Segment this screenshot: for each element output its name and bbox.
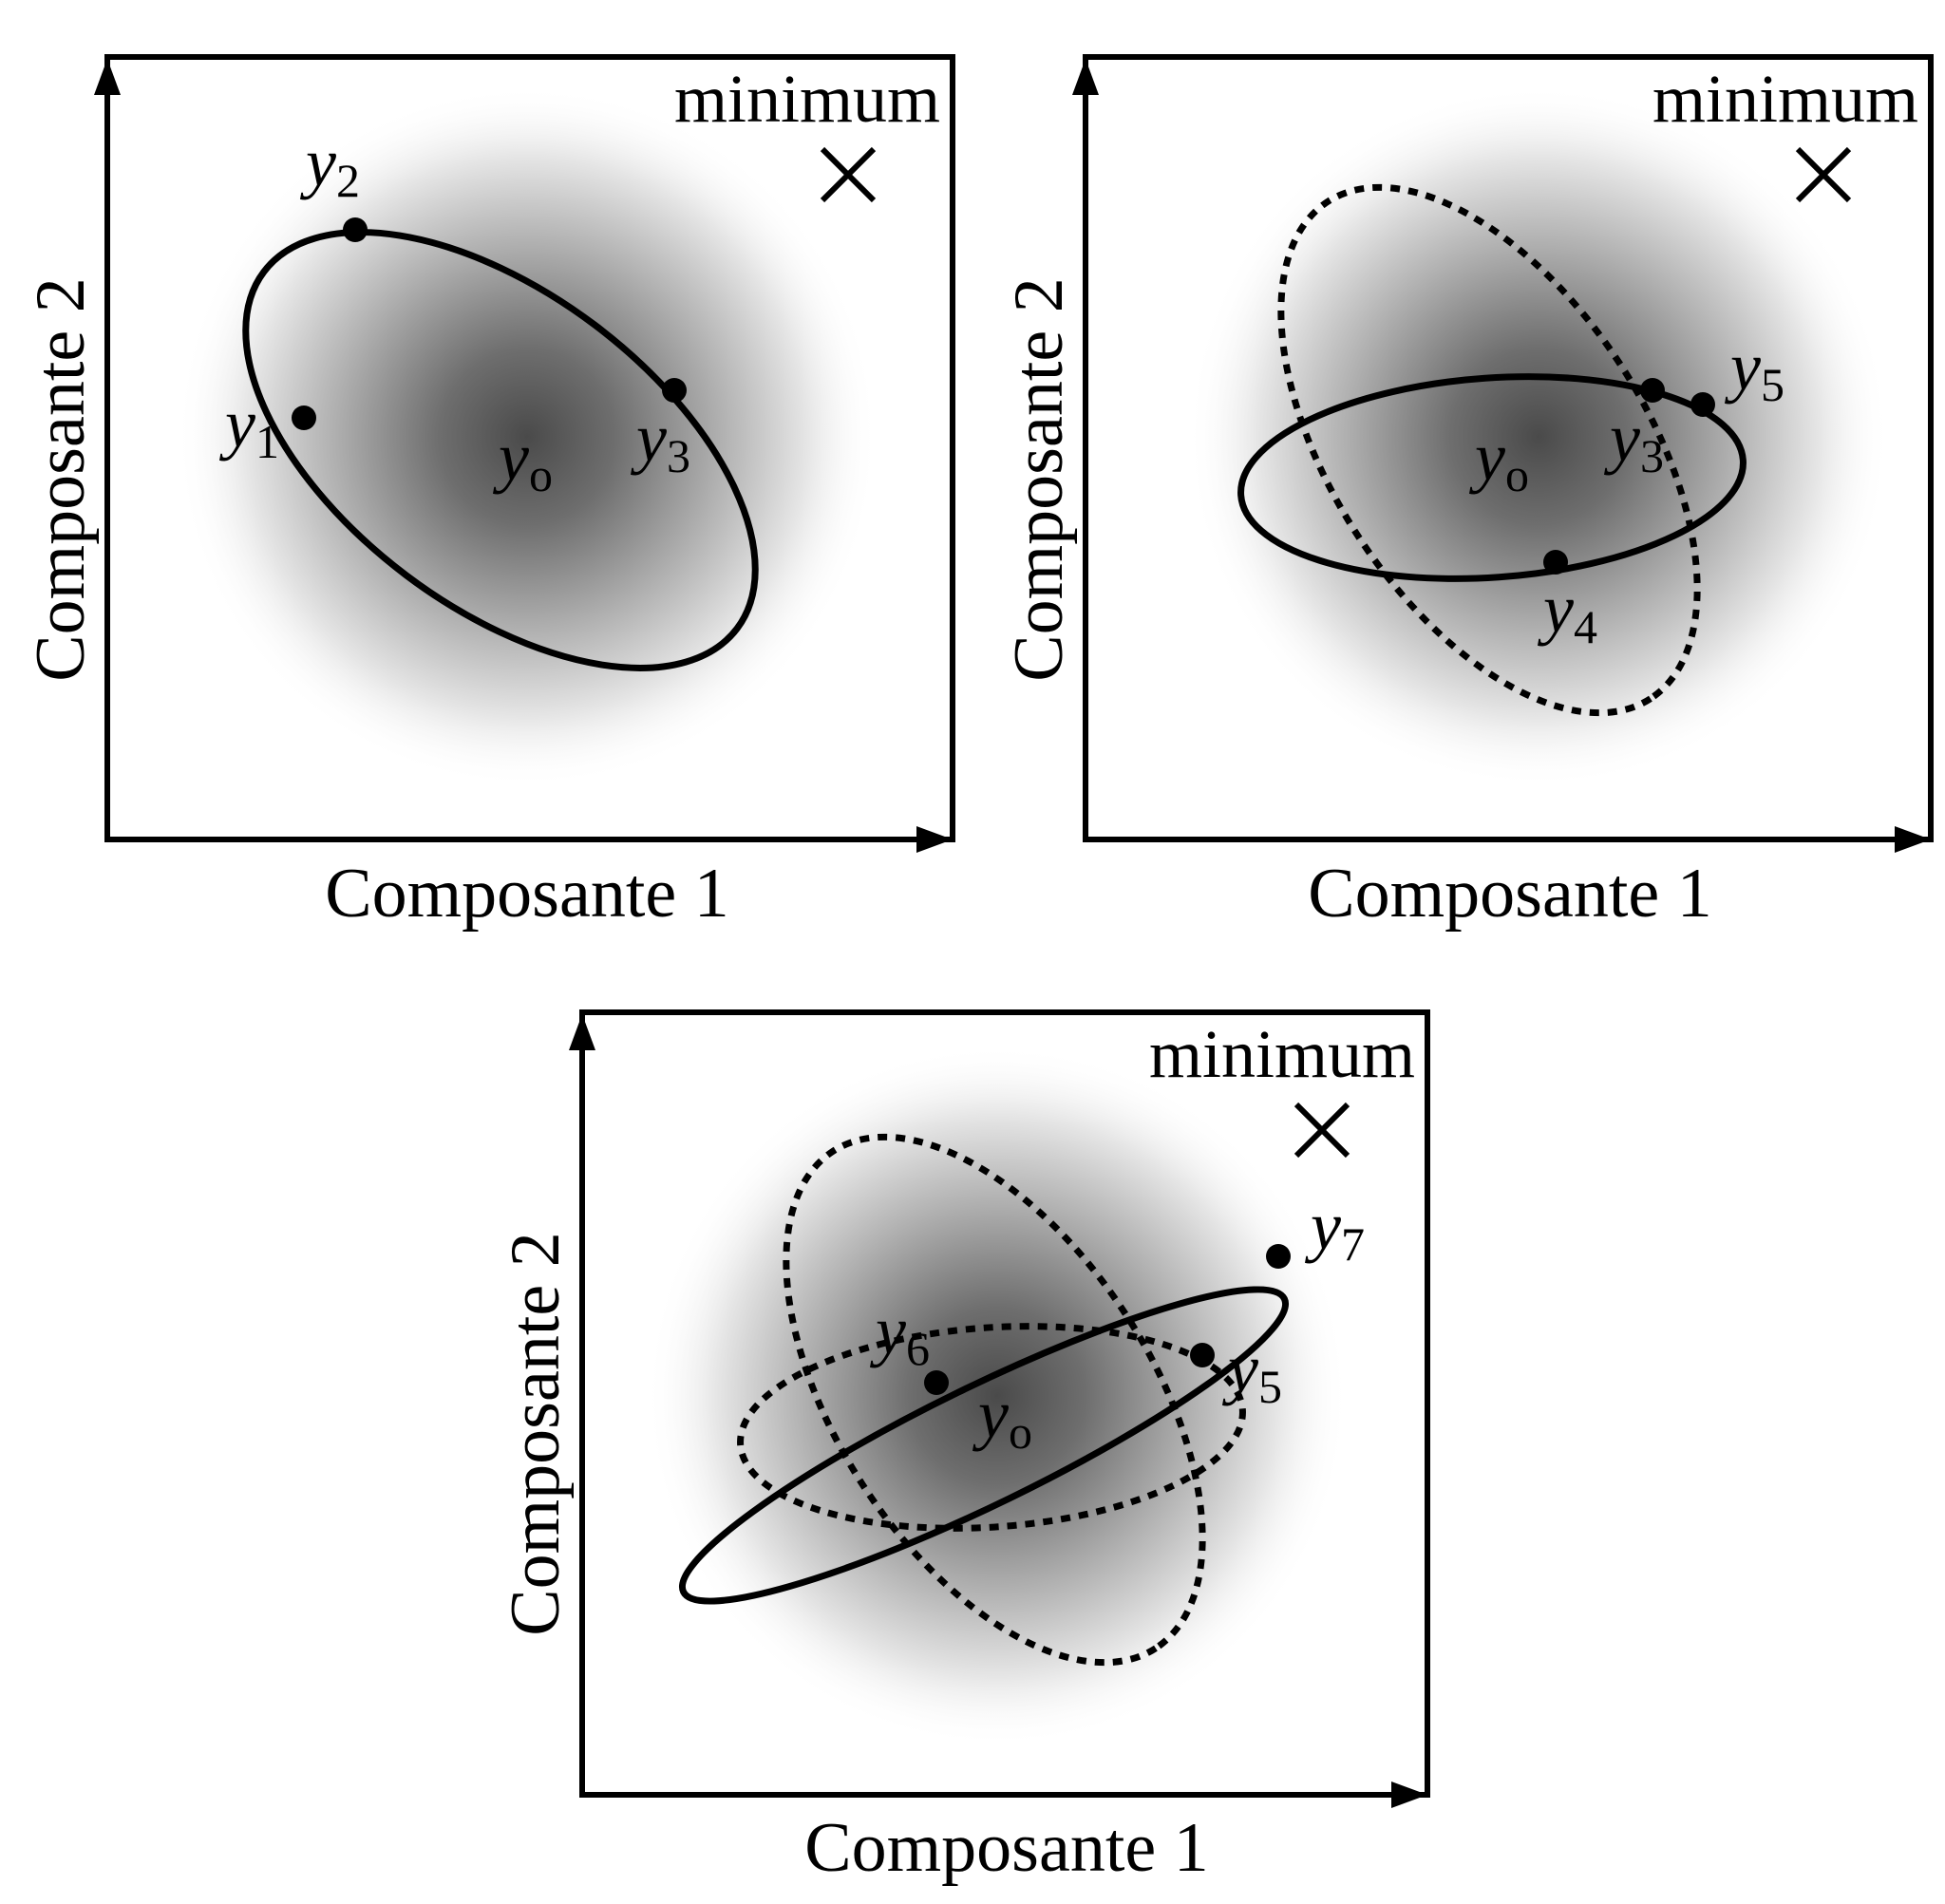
x-axis-arrow (1391, 1781, 1427, 1808)
label-y3: y3 (1603, 400, 1664, 482)
minimum-label: minimum (674, 61, 940, 137)
sample-point-y4 (1543, 550, 1568, 575)
previous-search-ellipse (737, 1323, 1246, 1532)
minimum-marker (1294, 1102, 1350, 1159)
sample-point-y2 (343, 217, 368, 242)
search-ellipse (1237, 373, 1747, 582)
search-ellipse (242, 229, 759, 671)
label-y5: y5 (1221, 1330, 1282, 1413)
label-y3: y3 (630, 400, 690, 482)
sample-point-y5 (1690, 392, 1715, 417)
density-blob (176, 85, 878, 788)
label-center: yo (1468, 419, 1529, 501)
label-y5: y5 (1724, 329, 1784, 411)
panel-1: minimum y1 y2 y3 yo Composante 1 Composa… (22, 54, 955, 933)
label-y2: y2 (299, 124, 360, 207)
label-center: yo (492, 419, 553, 501)
y-axis-arrow (1072, 59, 1099, 95)
density-blob (1187, 85, 1890, 788)
minimum-label: minimum (1149, 1016, 1415, 1092)
sample-point-y3 (1640, 378, 1665, 403)
previous-search-ellipse (1277, 183, 1701, 717)
sample-point-y6 (924, 1370, 949, 1395)
x-axis-title: Composante 1 (325, 855, 728, 933)
minimum-marker (820, 146, 877, 203)
y-axis-title: Composante 2 (22, 277, 100, 681)
minimum-marker (1795, 146, 1852, 203)
x-axis-title: Composante 1 (804, 1809, 1208, 1887)
minimum-label: minimum (1652, 61, 1918, 137)
density-blob (646, 1045, 1349, 1747)
y-axis-arrow (569, 1014, 595, 1050)
y-axis-title: Composante 2 (1000, 277, 1078, 681)
sample-point-y7 (1266, 1244, 1291, 1269)
sample-point-y3 (662, 378, 687, 403)
panel-2: minimum y3 y5 y4 yo Composante 1 Composa… (1000, 54, 1934, 933)
x-axis-arrow (1895, 826, 1931, 853)
y-axis-arrow (94, 59, 121, 95)
previous-search-ellipse (783, 1133, 1206, 1667)
panel-3: minimum y7 y6 y5 yo Composante 1 Composa… (497, 1009, 1430, 1887)
label-y7: y7 (1304, 1188, 1365, 1271)
label-y1: y1 (218, 386, 279, 468)
label-y6: y6 (869, 1292, 930, 1375)
y-axis-title: Composante 2 (497, 1232, 575, 1635)
sample-point-y5 (1190, 1343, 1215, 1367)
x-axis-arrow (916, 826, 953, 853)
search-ellipse (678, 1286, 1290, 1605)
label-center: yo (972, 1376, 1032, 1459)
label-y4: y4 (1537, 571, 1597, 653)
x-axis-title: Composante 1 (1308, 855, 1711, 933)
sample-point-y1 (292, 405, 316, 430)
